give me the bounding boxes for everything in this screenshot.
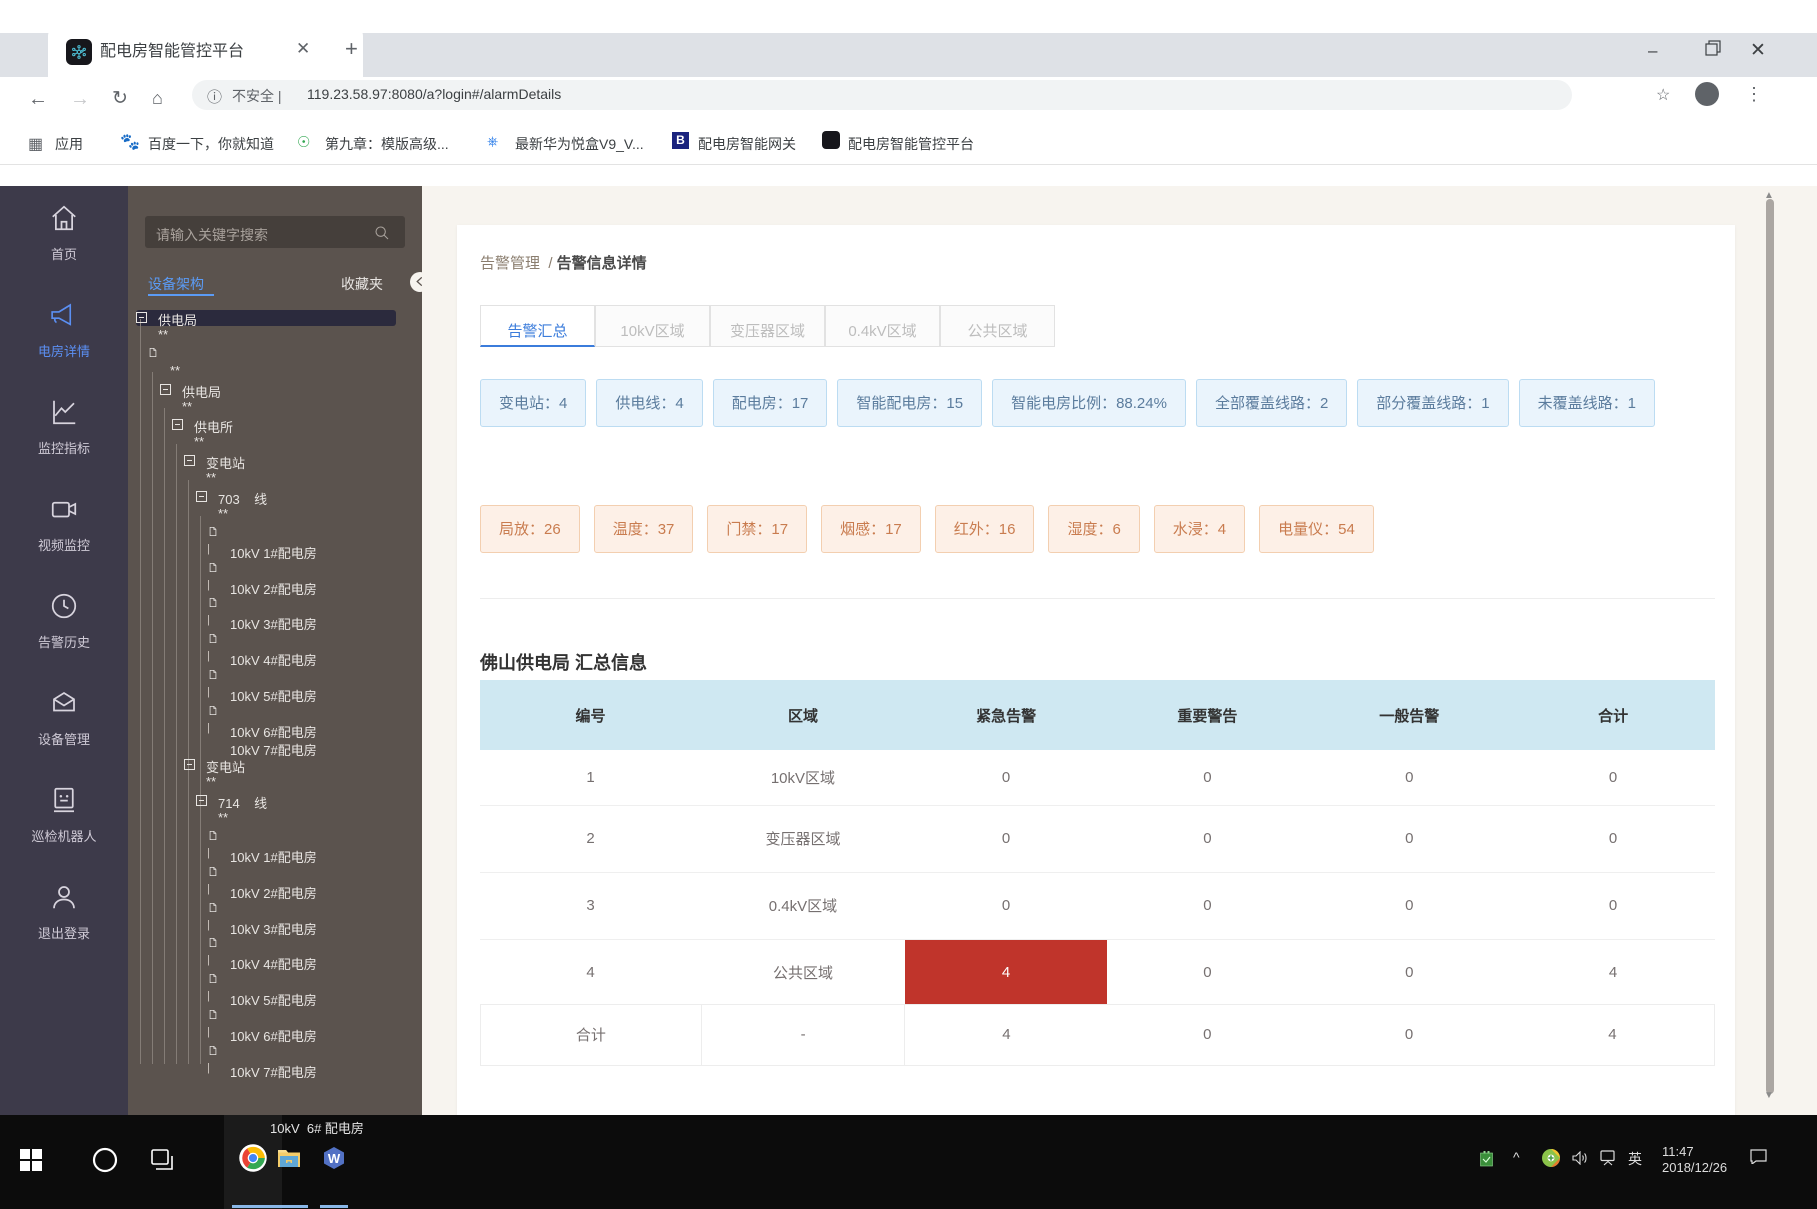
svg-text:W: W <box>328 1151 341 1166</box>
